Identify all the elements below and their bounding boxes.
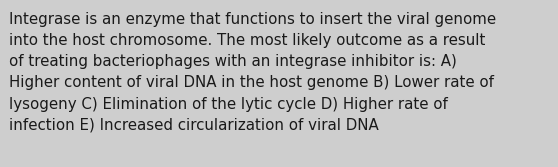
- Text: Integrase is an enzyme that functions to insert the viral genome
into the host c: Integrase is an enzyme that functions to…: [9, 12, 497, 133]
